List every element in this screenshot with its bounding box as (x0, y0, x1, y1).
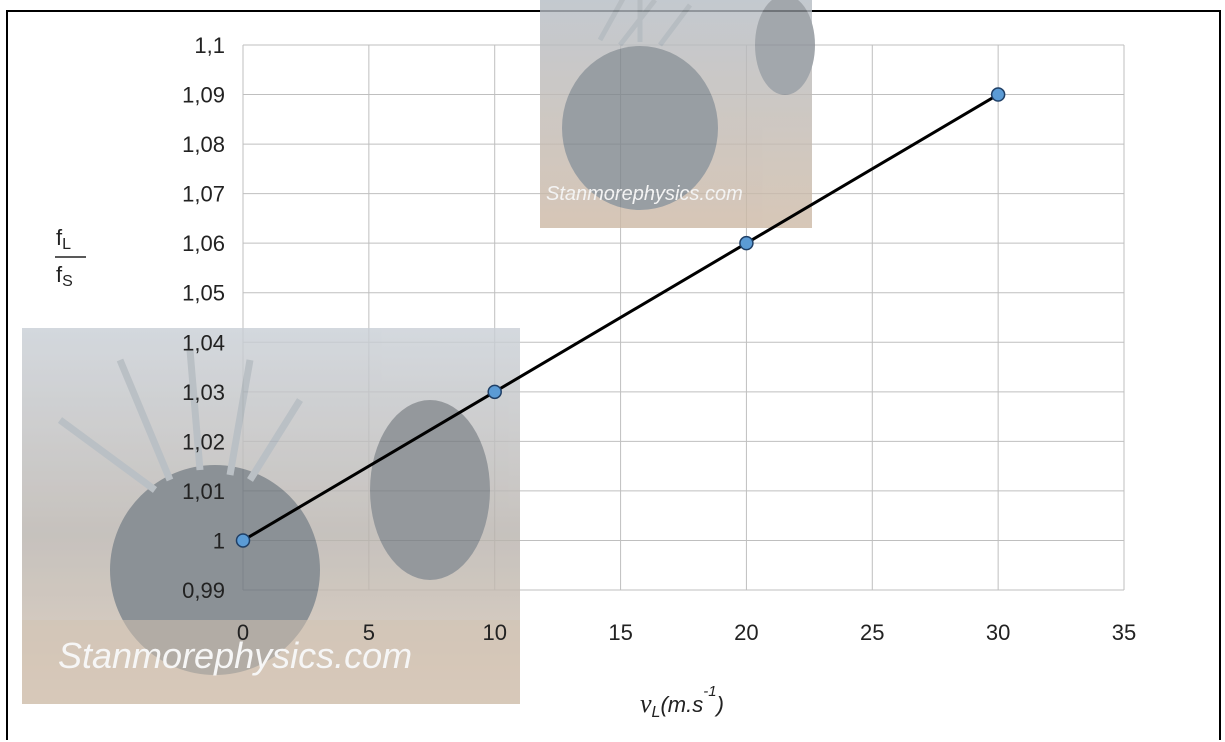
watermark-text-top: Stanmorephysics.com (546, 183, 743, 205)
data-point (487, 384, 502, 400)
y-tick-label: 1,06 (182, 231, 225, 256)
series-line (242, 93, 999, 542)
x-tick-label: 30 (986, 620, 1010, 645)
y-tick-label: 1,02 (182, 429, 225, 454)
y-tick-label: 1,03 (182, 380, 225, 405)
y-tick-label: 0,99 (182, 578, 225, 603)
x-label-exp: -1 (703, 683, 716, 700)
data-point (235, 533, 251, 548)
x-label-units: (m.s (660, 692, 703, 717)
data-series (235, 87, 1006, 548)
y-axis-label: fL fS (55, 225, 86, 290)
x-label-var: v (640, 689, 652, 718)
y-tick-label: 1,07 (182, 182, 225, 207)
y-label-num: f (56, 225, 63, 250)
x-label-sub: L (652, 704, 661, 721)
x-tick-label: 0 (237, 620, 249, 645)
x-tick-label: 15 (608, 620, 632, 645)
watermark-text-bottom: Stanmorephysics.com (58, 635, 412, 676)
y-label-den-sub: S (62, 273, 73, 290)
y-tick-label: 1,05 (182, 281, 225, 306)
y-tick-labels: 0,99 1 1,01 1,02 1,03 1,04 1,05 1,06 1,07 1,08 1,0… (182, 33, 225, 603)
y-tick-label: 1,09 (182, 83, 225, 108)
y-label-num-sub: L (62, 236, 71, 253)
data-point (990, 87, 1006, 102)
x-tick-label: 35 (1112, 620, 1136, 645)
y-tick-label: 1,1 (194, 33, 225, 58)
x-tick-labels: 0 5 10 15 20 25 30 35 (237, 620, 1136, 645)
x-tick-label: 10 (482, 620, 506, 645)
x-tick-label: 25 (860, 620, 884, 645)
y-tick-label: 1 (213, 528, 225, 553)
watermark-image-top: Stanmorephysics.com (540, 0, 815, 228)
x-tick-label: 5 (363, 620, 375, 645)
y-label-den: f (56, 262, 63, 287)
y-tick-label: 1,01 (182, 479, 225, 504)
watermark-image-bottom: Stanmorephysics.com (22, 328, 520, 704)
data-point (739, 235, 754, 251)
x-axis-label: vL(m.s-1) (640, 683, 724, 721)
svg-text:fS: fS (56, 262, 73, 290)
x-tick-label: 20 (734, 620, 758, 645)
svg-text:fL: fL (56, 225, 71, 253)
x-label-close: ) (714, 692, 724, 717)
y-tick-label: 1,04 (182, 330, 225, 355)
y-tick-label: 1,08 (182, 132, 225, 157)
